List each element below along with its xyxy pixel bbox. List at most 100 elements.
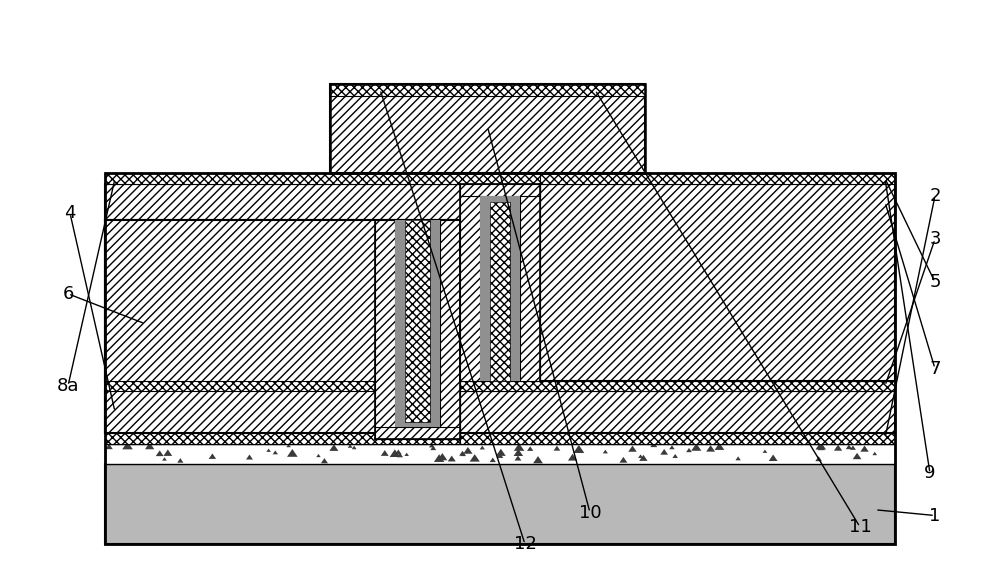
Polygon shape bbox=[473, 334, 483, 342]
Polygon shape bbox=[511, 373, 518, 378]
Polygon shape bbox=[525, 236, 532, 241]
Polygon shape bbox=[144, 236, 153, 243]
Polygon shape bbox=[720, 366, 725, 370]
Polygon shape bbox=[349, 352, 356, 357]
Polygon shape bbox=[850, 445, 856, 450]
Polygon shape bbox=[285, 357, 290, 360]
Polygon shape bbox=[725, 326, 732, 331]
Polygon shape bbox=[859, 220, 867, 226]
Polygon shape bbox=[148, 271, 157, 278]
Polygon shape bbox=[199, 227, 206, 232]
Polygon shape bbox=[346, 223, 356, 231]
Polygon shape bbox=[245, 302, 256, 310]
Bar bbox=[105, 173, 895, 544]
Polygon shape bbox=[351, 348, 358, 353]
Polygon shape bbox=[469, 234, 477, 240]
Polygon shape bbox=[815, 244, 820, 247]
Polygon shape bbox=[787, 318, 796, 325]
Polygon shape bbox=[326, 314, 331, 318]
Polygon shape bbox=[775, 270, 784, 276]
Polygon shape bbox=[621, 276, 626, 281]
Polygon shape bbox=[491, 373, 497, 377]
Polygon shape bbox=[784, 364, 790, 368]
Polygon shape bbox=[218, 373, 223, 377]
Polygon shape bbox=[743, 257, 754, 266]
Polygon shape bbox=[431, 238, 436, 242]
Polygon shape bbox=[840, 364, 850, 372]
Polygon shape bbox=[650, 442, 657, 447]
Polygon shape bbox=[675, 357, 684, 363]
Polygon shape bbox=[675, 218, 685, 226]
Polygon shape bbox=[533, 302, 544, 310]
Polygon shape bbox=[847, 282, 857, 289]
Polygon shape bbox=[446, 266, 456, 273]
Polygon shape bbox=[248, 293, 253, 297]
Polygon shape bbox=[640, 247, 650, 254]
Polygon shape bbox=[146, 355, 151, 359]
Polygon shape bbox=[860, 257, 870, 264]
Polygon shape bbox=[325, 346, 331, 351]
Polygon shape bbox=[381, 450, 389, 456]
Polygon shape bbox=[251, 340, 260, 346]
Polygon shape bbox=[428, 341, 435, 346]
Polygon shape bbox=[123, 242, 133, 250]
Polygon shape bbox=[222, 300, 230, 305]
Text: 7: 7 bbox=[929, 359, 941, 378]
Polygon shape bbox=[182, 226, 192, 233]
Polygon shape bbox=[326, 256, 337, 264]
Polygon shape bbox=[163, 349, 168, 353]
Polygon shape bbox=[759, 291, 768, 299]
Polygon shape bbox=[600, 318, 611, 326]
Polygon shape bbox=[180, 349, 189, 355]
Polygon shape bbox=[131, 219, 139, 226]
Polygon shape bbox=[737, 270, 746, 276]
Polygon shape bbox=[489, 342, 499, 348]
Polygon shape bbox=[414, 363, 419, 367]
Polygon shape bbox=[441, 348, 447, 353]
Polygon shape bbox=[313, 225, 318, 229]
Bar bbox=[105, 184, 895, 220]
Polygon shape bbox=[587, 330, 595, 336]
Polygon shape bbox=[107, 320, 116, 327]
Polygon shape bbox=[134, 371, 140, 376]
Polygon shape bbox=[177, 458, 183, 463]
Polygon shape bbox=[500, 334, 505, 338]
Polygon shape bbox=[781, 278, 787, 283]
Polygon shape bbox=[671, 343, 678, 348]
Polygon shape bbox=[444, 338, 450, 343]
Bar bbox=[395, 422, 440, 427]
Polygon shape bbox=[160, 319, 170, 326]
Bar bbox=[105, 433, 460, 444]
Polygon shape bbox=[480, 446, 485, 449]
Polygon shape bbox=[730, 234, 739, 240]
Polygon shape bbox=[175, 324, 184, 331]
Polygon shape bbox=[590, 247, 598, 253]
Polygon shape bbox=[125, 224, 131, 229]
Polygon shape bbox=[384, 350, 393, 356]
Polygon shape bbox=[105, 444, 113, 449]
Polygon shape bbox=[800, 264, 811, 272]
Polygon shape bbox=[226, 298, 235, 305]
Polygon shape bbox=[819, 244, 829, 251]
Polygon shape bbox=[462, 324, 469, 329]
Polygon shape bbox=[391, 314, 397, 318]
Polygon shape bbox=[585, 317, 590, 321]
Polygon shape bbox=[475, 362, 483, 368]
Polygon shape bbox=[400, 373, 405, 376]
Polygon shape bbox=[600, 356, 608, 362]
Text: 6: 6 bbox=[62, 285, 74, 303]
Polygon shape bbox=[115, 270, 123, 276]
Polygon shape bbox=[489, 357, 494, 361]
Polygon shape bbox=[420, 275, 429, 282]
Polygon shape bbox=[596, 319, 607, 327]
Polygon shape bbox=[794, 239, 798, 243]
Polygon shape bbox=[390, 449, 400, 457]
Bar bbox=[375, 220, 460, 439]
Polygon shape bbox=[225, 277, 235, 284]
Polygon shape bbox=[840, 288, 845, 291]
Polygon shape bbox=[655, 273, 662, 278]
Polygon shape bbox=[364, 368, 370, 373]
Text: 3: 3 bbox=[929, 230, 941, 248]
Bar bbox=[540, 173, 895, 184]
Polygon shape bbox=[669, 445, 675, 449]
